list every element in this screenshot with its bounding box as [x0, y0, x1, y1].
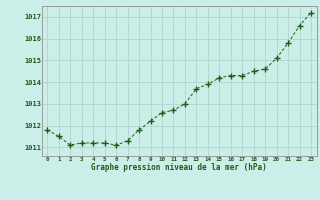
X-axis label: Graphe pression niveau de la mer (hPa): Graphe pression niveau de la mer (hPa)	[91, 163, 267, 172]
